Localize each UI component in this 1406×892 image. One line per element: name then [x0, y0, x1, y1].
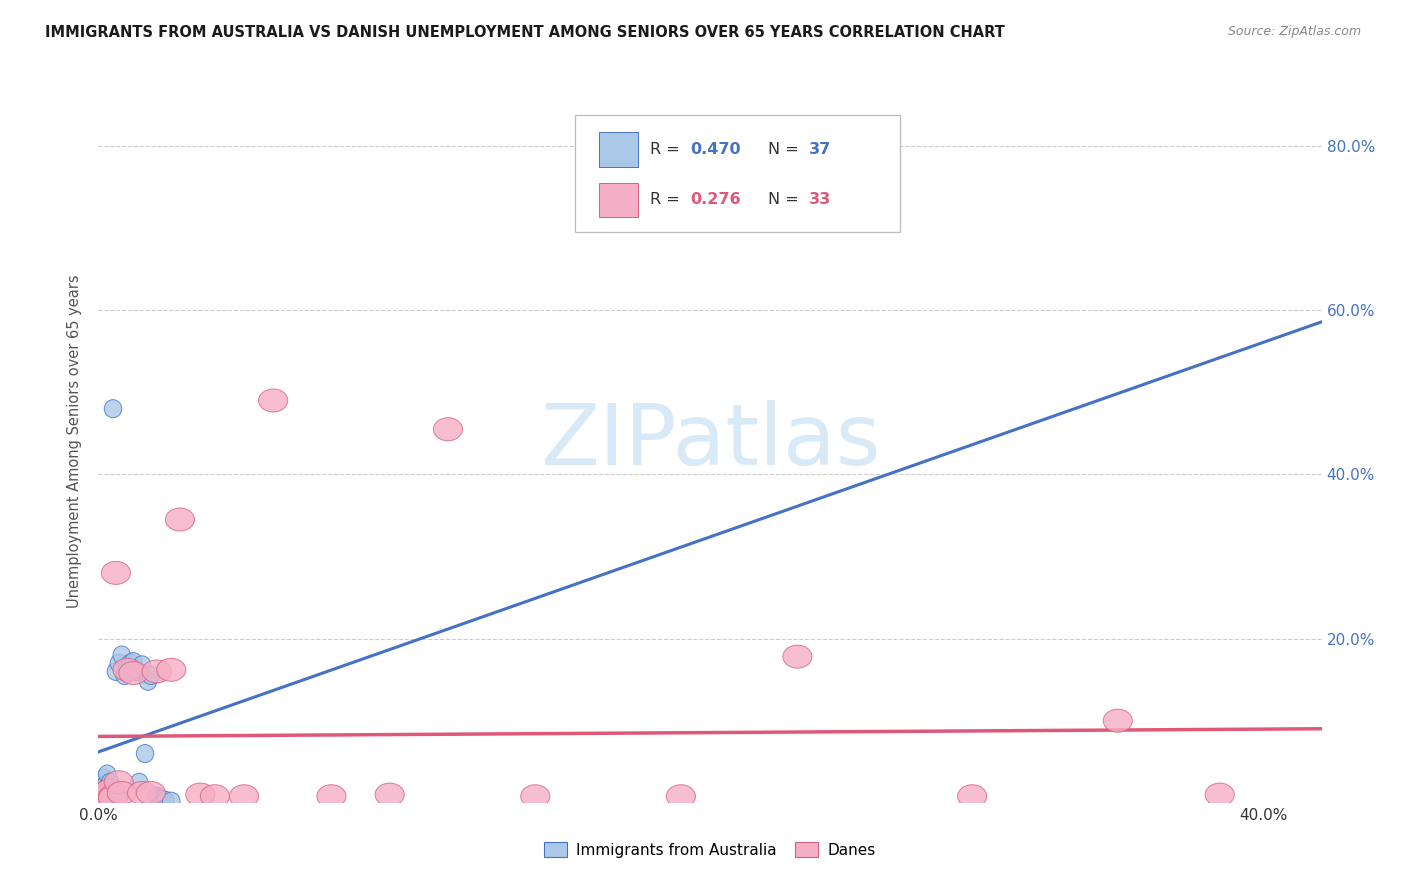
- Ellipse shape: [122, 654, 139, 673]
- Ellipse shape: [520, 785, 550, 808]
- Ellipse shape: [101, 786, 120, 804]
- Ellipse shape: [131, 773, 148, 791]
- Ellipse shape: [1104, 709, 1132, 732]
- Ellipse shape: [118, 662, 148, 684]
- FancyBboxPatch shape: [599, 183, 638, 217]
- Ellipse shape: [783, 645, 813, 668]
- Ellipse shape: [316, 785, 346, 808]
- Ellipse shape: [97, 776, 114, 794]
- Ellipse shape: [87, 783, 115, 806]
- Ellipse shape: [229, 785, 259, 808]
- Ellipse shape: [96, 769, 112, 788]
- Text: N =: N =: [768, 142, 803, 157]
- Ellipse shape: [666, 785, 696, 808]
- Ellipse shape: [96, 788, 112, 805]
- Ellipse shape: [94, 784, 111, 802]
- Ellipse shape: [101, 561, 131, 584]
- Text: N =: N =: [768, 193, 803, 207]
- Ellipse shape: [1205, 783, 1234, 806]
- Text: 0.276: 0.276: [690, 193, 741, 207]
- Ellipse shape: [98, 785, 128, 808]
- Ellipse shape: [156, 658, 186, 681]
- Ellipse shape: [112, 658, 142, 681]
- Ellipse shape: [163, 792, 180, 810]
- Ellipse shape: [153, 790, 172, 808]
- Ellipse shape: [201, 785, 229, 808]
- Ellipse shape: [96, 779, 112, 797]
- Ellipse shape: [90, 781, 120, 805]
- Ellipse shape: [136, 781, 166, 805]
- Ellipse shape: [96, 789, 114, 808]
- Ellipse shape: [104, 400, 122, 417]
- Ellipse shape: [957, 785, 987, 808]
- Ellipse shape: [93, 783, 122, 806]
- Ellipse shape: [128, 781, 156, 805]
- Ellipse shape: [98, 781, 115, 799]
- Ellipse shape: [115, 666, 134, 684]
- Ellipse shape: [98, 787, 128, 809]
- FancyBboxPatch shape: [575, 115, 900, 232]
- Ellipse shape: [104, 771, 134, 794]
- Ellipse shape: [259, 389, 288, 412]
- Ellipse shape: [142, 666, 160, 684]
- Ellipse shape: [186, 783, 215, 806]
- Ellipse shape: [101, 773, 120, 791]
- Ellipse shape: [142, 660, 172, 683]
- Ellipse shape: [128, 663, 145, 681]
- Ellipse shape: [93, 777, 110, 796]
- Ellipse shape: [134, 656, 150, 673]
- Ellipse shape: [100, 777, 117, 796]
- Ellipse shape: [156, 791, 174, 809]
- Ellipse shape: [107, 663, 125, 681]
- Ellipse shape: [87, 788, 115, 810]
- Ellipse shape: [120, 658, 136, 676]
- Ellipse shape: [96, 779, 125, 802]
- Ellipse shape: [91, 786, 110, 804]
- Ellipse shape: [90, 785, 120, 808]
- Ellipse shape: [89, 785, 117, 808]
- Ellipse shape: [110, 654, 128, 673]
- FancyBboxPatch shape: [599, 132, 638, 167]
- Text: R =: R =: [650, 142, 685, 157]
- Ellipse shape: [93, 788, 111, 805]
- Text: Source: ZipAtlas.com: Source: ZipAtlas.com: [1227, 25, 1361, 38]
- Text: 0.470: 0.470: [690, 142, 741, 157]
- Ellipse shape: [112, 646, 131, 664]
- Ellipse shape: [150, 789, 169, 808]
- Text: IMMIGRANTS FROM AUSTRALIA VS DANISH UNEMPLOYMENT AMONG SENIORS OVER 65 YEARS COR: IMMIGRANTS FROM AUSTRALIA VS DANISH UNEM…: [45, 25, 1005, 40]
- Text: R =: R =: [650, 193, 685, 207]
- Ellipse shape: [98, 765, 115, 783]
- Ellipse shape: [98, 788, 115, 805]
- Ellipse shape: [104, 786, 122, 804]
- Y-axis label: Unemployment Among Seniors over 65 years: Unemployment Among Seniors over 65 years: [67, 275, 83, 608]
- Text: 37: 37: [808, 142, 831, 157]
- Ellipse shape: [93, 781, 110, 799]
- Ellipse shape: [136, 745, 153, 763]
- Ellipse shape: [125, 653, 142, 671]
- Ellipse shape: [94, 773, 111, 791]
- Text: ZIPatlas: ZIPatlas: [540, 400, 880, 483]
- Ellipse shape: [375, 783, 405, 806]
- Ellipse shape: [93, 785, 122, 808]
- Ellipse shape: [433, 417, 463, 441]
- Text: 33: 33: [808, 193, 831, 207]
- Ellipse shape: [139, 673, 156, 690]
- Ellipse shape: [166, 508, 194, 531]
- Ellipse shape: [148, 788, 166, 805]
- Legend: Immigrants from Australia, Danes: Immigrants from Australia, Danes: [538, 836, 882, 863]
- Ellipse shape: [107, 781, 136, 805]
